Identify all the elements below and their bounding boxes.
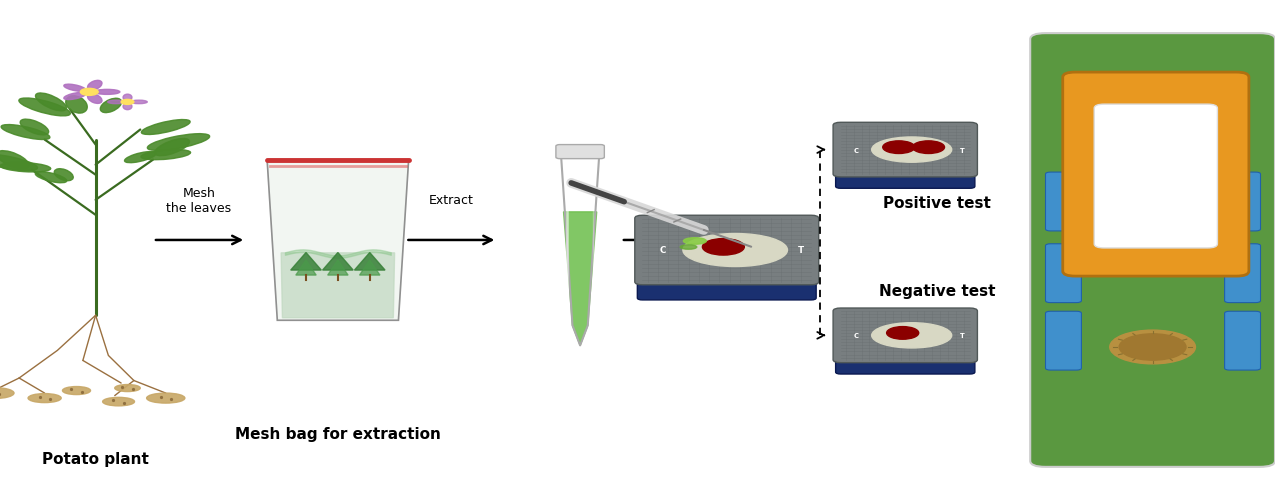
Ellipse shape: [62, 387, 91, 395]
Polygon shape: [354, 253, 385, 271]
Circle shape: [121, 100, 134, 105]
Ellipse shape: [683, 238, 706, 244]
Ellipse shape: [88, 95, 102, 104]
FancyBboxPatch shape: [833, 123, 978, 177]
Text: Positive test: Positive test: [884, 195, 991, 210]
Polygon shape: [291, 253, 321, 271]
Polygon shape: [564, 212, 597, 346]
Circle shape: [913, 142, 945, 154]
Text: Mesh bag for extraction: Mesh bag for extraction: [235, 426, 441, 441]
Ellipse shape: [0, 154, 37, 171]
FancyBboxPatch shape: [638, 271, 816, 300]
Ellipse shape: [1, 125, 50, 140]
Text: T: T: [798, 246, 805, 255]
Circle shape: [80, 89, 98, 96]
Ellipse shape: [55, 169, 73, 181]
FancyBboxPatch shape: [835, 165, 975, 189]
Ellipse shape: [142, 120, 190, 135]
Polygon shape: [328, 261, 348, 276]
Ellipse shape: [108, 101, 125, 104]
Ellipse shape: [64, 85, 85, 92]
Circle shape: [882, 142, 915, 154]
Ellipse shape: [19, 99, 70, 117]
Polygon shape: [561, 155, 599, 346]
Ellipse shape: [122, 95, 133, 101]
Circle shape: [703, 239, 745, 256]
Ellipse shape: [148, 134, 209, 151]
Ellipse shape: [101, 99, 121, 113]
Text: T: T: [960, 333, 964, 339]
FancyBboxPatch shape: [1224, 173, 1261, 231]
Text: T: T: [960, 147, 964, 153]
FancyBboxPatch shape: [833, 309, 978, 363]
Ellipse shape: [122, 104, 133, 110]
FancyBboxPatch shape: [1046, 173, 1081, 231]
Ellipse shape: [130, 101, 147, 104]
FancyBboxPatch shape: [835, 351, 975, 374]
Ellipse shape: [154, 139, 190, 156]
Ellipse shape: [66, 97, 87, 114]
Ellipse shape: [147, 393, 185, 403]
Text: Extract: Extract: [428, 194, 474, 207]
Polygon shape: [268, 160, 408, 321]
Ellipse shape: [680, 245, 696, 249]
Text: Potato plant: Potato plant: [42, 451, 149, 466]
Ellipse shape: [88, 81, 102, 91]
Ellipse shape: [142, 150, 190, 160]
Ellipse shape: [102, 398, 134, 406]
Circle shape: [1119, 334, 1186, 360]
Ellipse shape: [0, 388, 14, 399]
FancyBboxPatch shape: [1063, 73, 1250, 277]
Ellipse shape: [115, 385, 140, 392]
FancyBboxPatch shape: [1224, 244, 1261, 303]
Ellipse shape: [872, 138, 951, 163]
Text: C: C: [659, 246, 666, 255]
Ellipse shape: [36, 172, 66, 183]
Text: Mesh
the leaves: Mesh the leaves: [166, 186, 232, 214]
Text: C: C: [854, 333, 859, 339]
Ellipse shape: [683, 234, 788, 267]
Polygon shape: [296, 261, 316, 276]
FancyBboxPatch shape: [1046, 312, 1081, 370]
Ellipse shape: [872, 323, 951, 348]
Polygon shape: [360, 261, 380, 276]
Ellipse shape: [125, 152, 156, 163]
FancyBboxPatch shape: [1046, 244, 1081, 303]
Polygon shape: [282, 254, 395, 318]
Text: Negative test: Negative test: [878, 283, 996, 298]
Ellipse shape: [20, 120, 48, 136]
FancyBboxPatch shape: [1030, 34, 1275, 467]
Ellipse shape: [94, 90, 120, 95]
FancyBboxPatch shape: [556, 145, 604, 159]
FancyBboxPatch shape: [1094, 105, 1218, 248]
Ellipse shape: [64, 93, 85, 100]
Text: C: C: [854, 147, 859, 153]
Ellipse shape: [0, 163, 51, 173]
Ellipse shape: [36, 94, 66, 112]
FancyBboxPatch shape: [635, 216, 819, 285]
Polygon shape: [323, 253, 353, 271]
FancyBboxPatch shape: [1224, 312, 1261, 370]
Ellipse shape: [0, 151, 29, 169]
Ellipse shape: [28, 394, 61, 403]
Circle shape: [1109, 331, 1196, 364]
Circle shape: [886, 327, 919, 340]
